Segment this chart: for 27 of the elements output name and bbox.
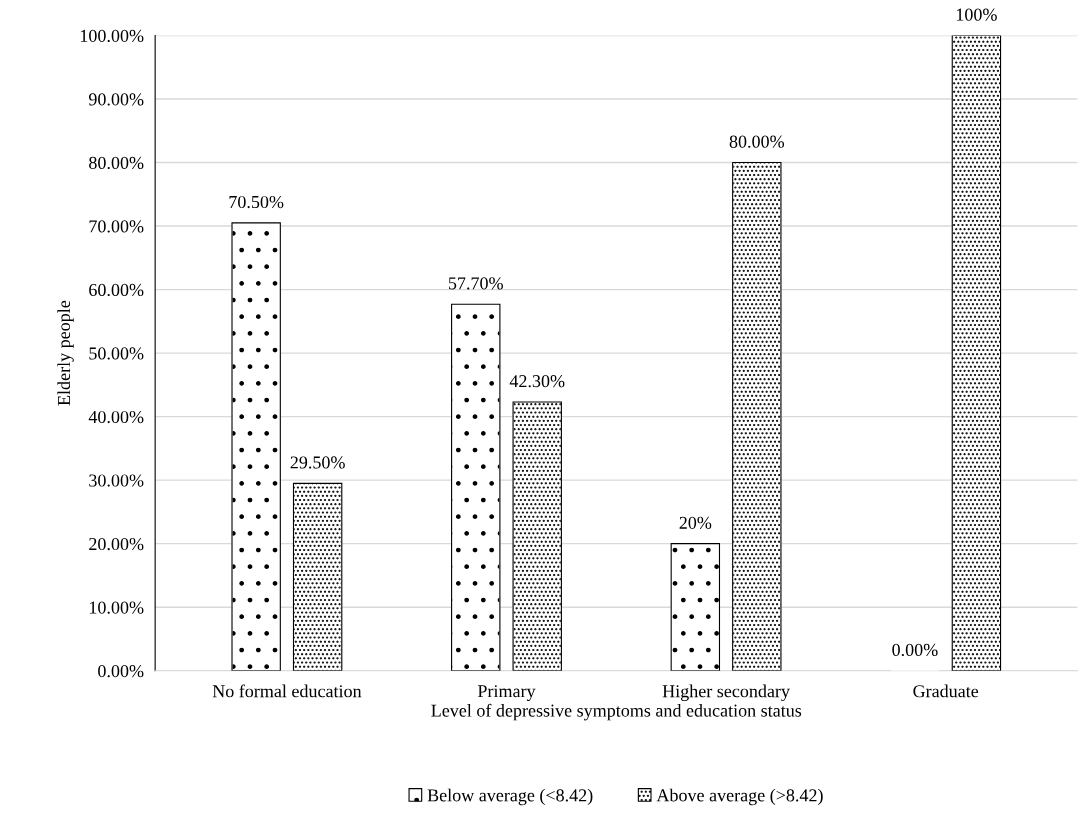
y-tick-label: 40.00% [88,410,144,424]
y-tick-label: 100.00% [80,29,144,42]
y-tick-label: 90.00% [88,93,144,106]
x-tick-label: Higher secondary [662,684,790,702]
y-tick-label: 0.00% [98,664,144,678]
data-label: 80.00% [729,135,785,148]
y-tick-label: 20.00% [89,537,144,551]
data-label: 20% [679,516,712,529]
x-tick-label: Primary [477,685,536,701]
legend-label: Below average (<8.42) [427,788,593,806]
x-tick-label: No formal education [212,684,362,698]
legend-label: Above average (>8.42) [656,788,823,806]
y-tick-label: 10.00% [89,601,144,614]
data-label: 0.00% [892,643,938,657]
y-axis-title: Elderly people [57,300,74,406]
y-tick-label: 50.00% [89,347,144,360]
data-label: 100% [956,8,997,21]
x-axis-title: Level of depressive symptoms and education status [431,703,802,721]
x-tick-label: Graduate [913,684,979,698]
y-tick-label: 60.00% [89,283,144,297]
y-tick-label: 30.00% [89,474,144,487]
y-tick-label: 80.00% [89,156,144,170]
y-tick-label: 70.00% [89,220,144,233]
data-label: 42.30% [509,375,565,388]
data-label: 57.70% [448,277,503,290]
data-label: 70.50% [229,195,284,209]
data-label: 29.50% [290,456,345,469]
